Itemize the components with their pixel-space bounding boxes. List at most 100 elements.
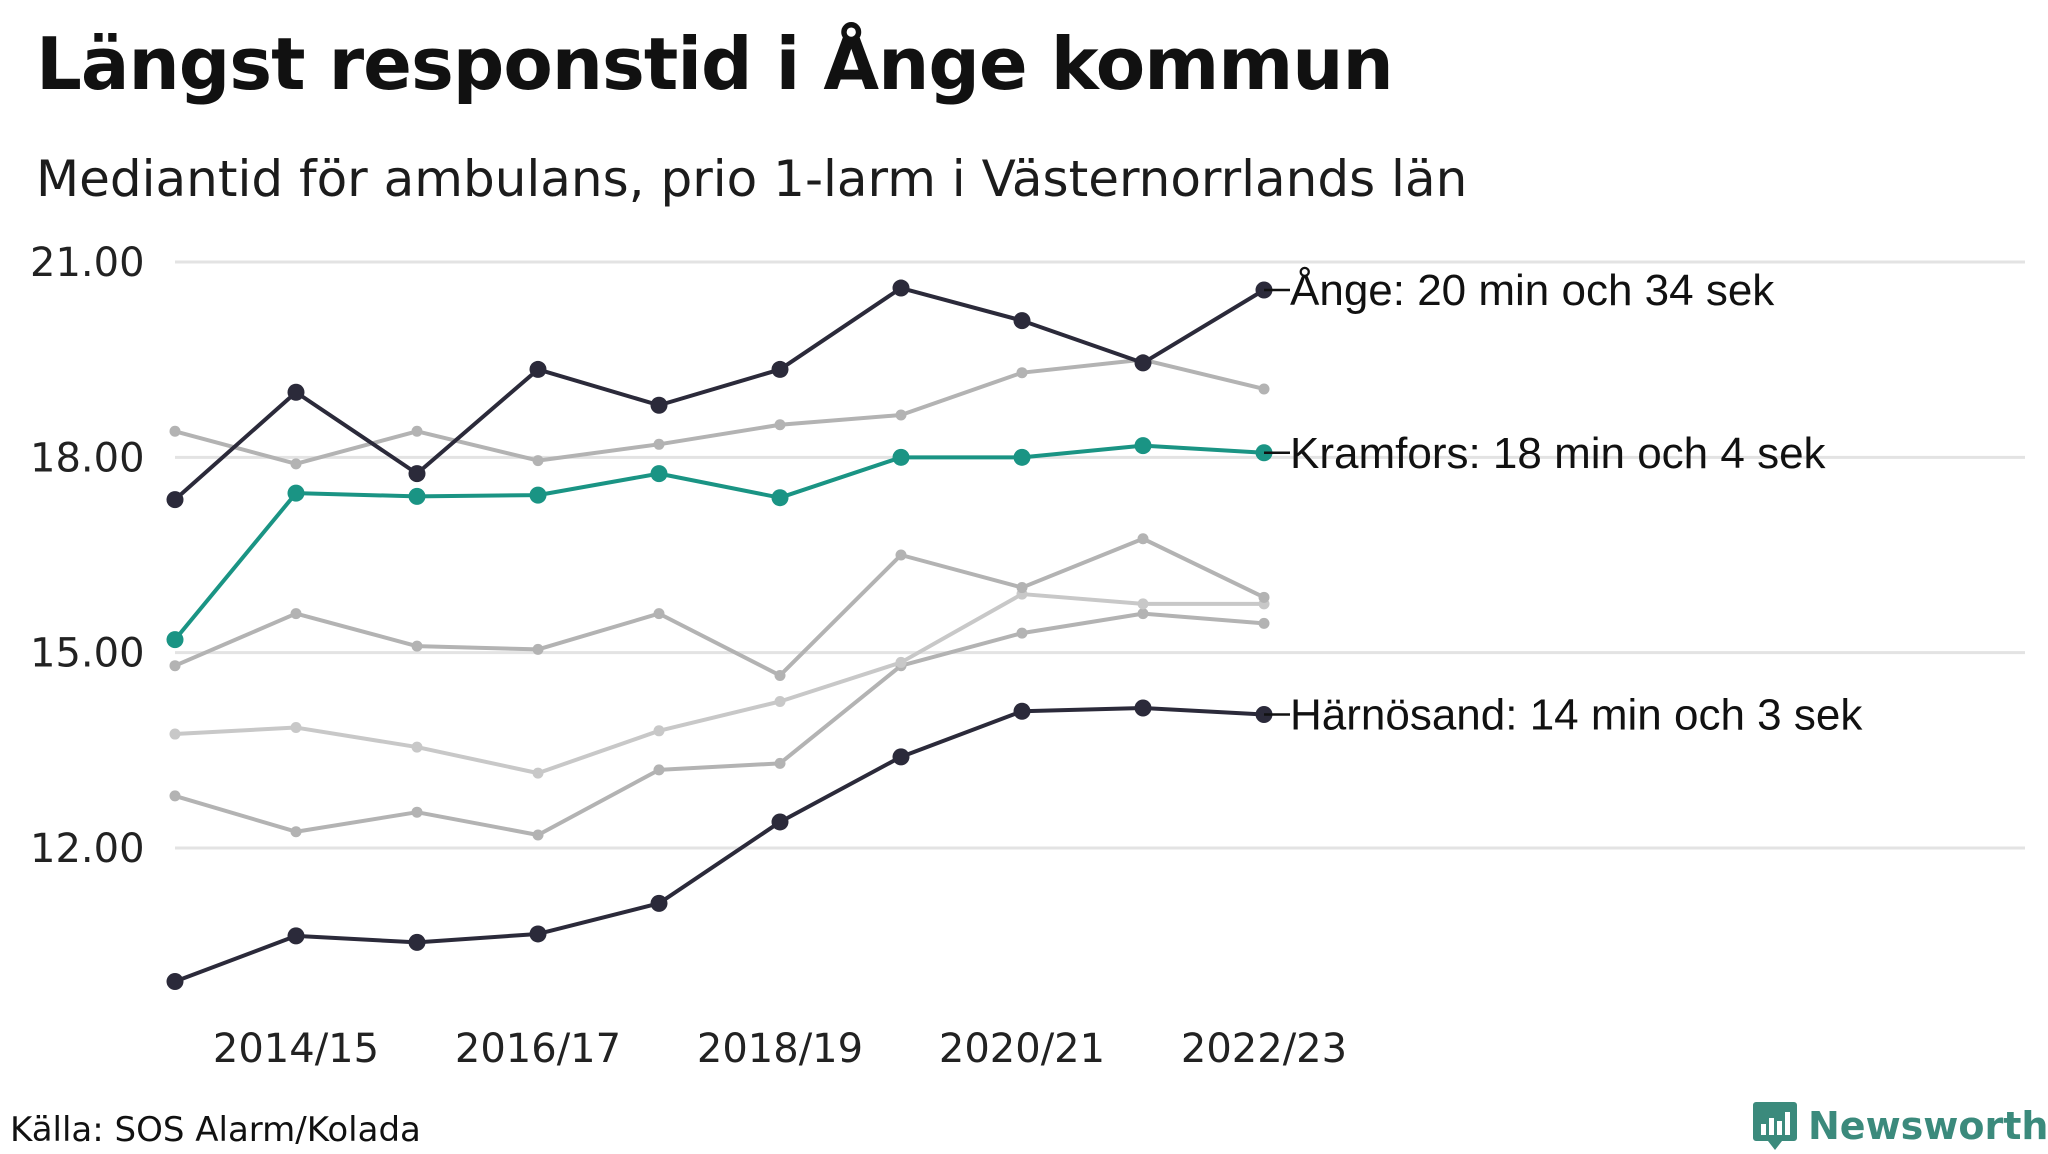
data-point	[1137, 598, 1149, 610]
data-point	[408, 933, 426, 951]
brand-logo: Newsworthy	[1752, 1098, 2048, 1154]
data-point	[653, 608, 665, 620]
series-line	[174, 706, 1265, 984]
data-point	[653, 725, 665, 737]
data-point	[895, 549, 907, 561]
data-point	[892, 448, 910, 466]
data-point	[774, 696, 786, 707]
data-point	[169, 728, 181, 740]
data-point	[529, 925, 547, 943]
data-point	[895, 656, 907, 668]
data-point	[290, 608, 302, 620]
data-point	[411, 640, 423, 652]
x-tick-label: 2014/15	[213, 1026, 379, 1072]
brand-name: Newsworthy	[1808, 1104, 2048, 1148]
data-point	[169, 660, 181, 672]
data-point	[892, 748, 910, 766]
data-point	[774, 757, 786, 769]
series-label--nge: Ånge: 20 min och 34 sek	[1290, 266, 1775, 315]
data-point	[774, 669, 786, 681]
series-line	[173, 286, 1266, 502]
data-point	[892, 279, 910, 297]
data-point	[166, 491, 184, 509]
series-context	[169, 608, 1270, 841]
data-point	[650, 465, 668, 483]
data-point	[287, 484, 305, 502]
series-context	[169, 588, 1270, 779]
series-context	[169, 354, 1270, 470]
data-point	[529, 486, 547, 504]
data-point	[771, 813, 789, 831]
y-tick-label: 15.00	[30, 631, 145, 677]
source-note: Källa: SOS Alarm/Kolada	[10, 1110, 421, 1150]
data-point	[895, 409, 907, 421]
data-point	[529, 360, 547, 378]
data-point	[653, 764, 665, 776]
data-point	[411, 806, 423, 818]
data-point	[650, 894, 668, 912]
data-point	[1016, 582, 1028, 594]
data-point	[290, 458, 302, 470]
data-point	[169, 790, 181, 802]
data-point	[1016, 367, 1028, 379]
data-point	[1134, 437, 1152, 455]
chart-title: Längst responstid i Ånge kommun	[36, 22, 1394, 106]
series-kramfors	[166, 437, 1273, 649]
data-point	[166, 972, 184, 990]
series-line	[174, 611, 1265, 837]
series-line	[173, 443, 1265, 641]
data-point	[532, 455, 544, 467]
gridlines	[175, 260, 2025, 850]
data-point	[169, 425, 181, 437]
data-point	[1013, 448, 1031, 466]
x-tick-label: 2016/17	[455, 1026, 621, 1072]
data-point	[1137, 608, 1149, 620]
x-tick-label: 2020/21	[939, 1026, 1105, 1072]
data-point	[287, 927, 305, 945]
data-point	[166, 631, 184, 649]
data-point	[290, 722, 302, 734]
chart-subtitle: Mediantid för ambulans, prio 1-larm i Vä…	[36, 150, 1468, 208]
newsworthy-chart-icon	[1753, 1102, 1797, 1150]
data-point	[290, 826, 302, 838]
data-point	[1258, 383, 1270, 395]
data-point	[287, 383, 305, 401]
data-point	[1134, 354, 1152, 372]
data-point	[1137, 533, 1149, 545]
series--nge	[166, 279, 1273, 509]
data-point	[650, 396, 668, 414]
y-axis-tick-labels: 12.00 15.00 18.00 21.00	[30, 240, 145, 872]
series-label-kramfors: Kramfors: 18 min och 4 sek	[1290, 429, 1827, 478]
x-tick-label: 2018/19	[697, 1026, 863, 1072]
y-tick-label: 12.00	[30, 826, 145, 872]
data-point	[408, 465, 426, 483]
series-end-labels: Kramfors: 18 min och 4 sek Härnösand: 14 …	[1264, 266, 1863, 740]
series-line	[174, 357, 1265, 466]
series-context	[169, 533, 1270, 681]
data-point	[1258, 591, 1270, 603]
series-line	[174, 536, 1265, 678]
data-point	[1013, 702, 1031, 720]
data-point	[1258, 617, 1270, 629]
data-point	[774, 419, 786, 431]
data-point	[653, 438, 665, 450]
data-point	[532, 829, 544, 841]
series-line	[174, 592, 1264, 776]
data-point	[408, 487, 426, 505]
y-tick-label: 21.00	[30, 240, 145, 286]
series-label-h-rn-sand: Härnösand: 14 min och 3 sek	[1290, 691, 1863, 740]
data-point	[532, 767, 544, 779]
data-point	[411, 741, 423, 753]
data-point	[1013, 312, 1031, 330]
data-point	[771, 360, 789, 378]
series-h-rn-sand	[166, 699, 1273, 990]
x-axis-tick-labels: 2014/15 2016/17 2018/19 2020/21 2022/23	[213, 1026, 1347, 1072]
data-point	[1134, 699, 1152, 717]
data-point	[411, 425, 423, 437]
data-point	[1016, 627, 1028, 639]
x-tick-label: 2022/23	[1181, 1026, 1347, 1072]
series-lines	[166, 279, 1273, 990]
data-point	[532, 643, 544, 655]
y-tick-label: 18.00	[30, 435, 145, 481]
